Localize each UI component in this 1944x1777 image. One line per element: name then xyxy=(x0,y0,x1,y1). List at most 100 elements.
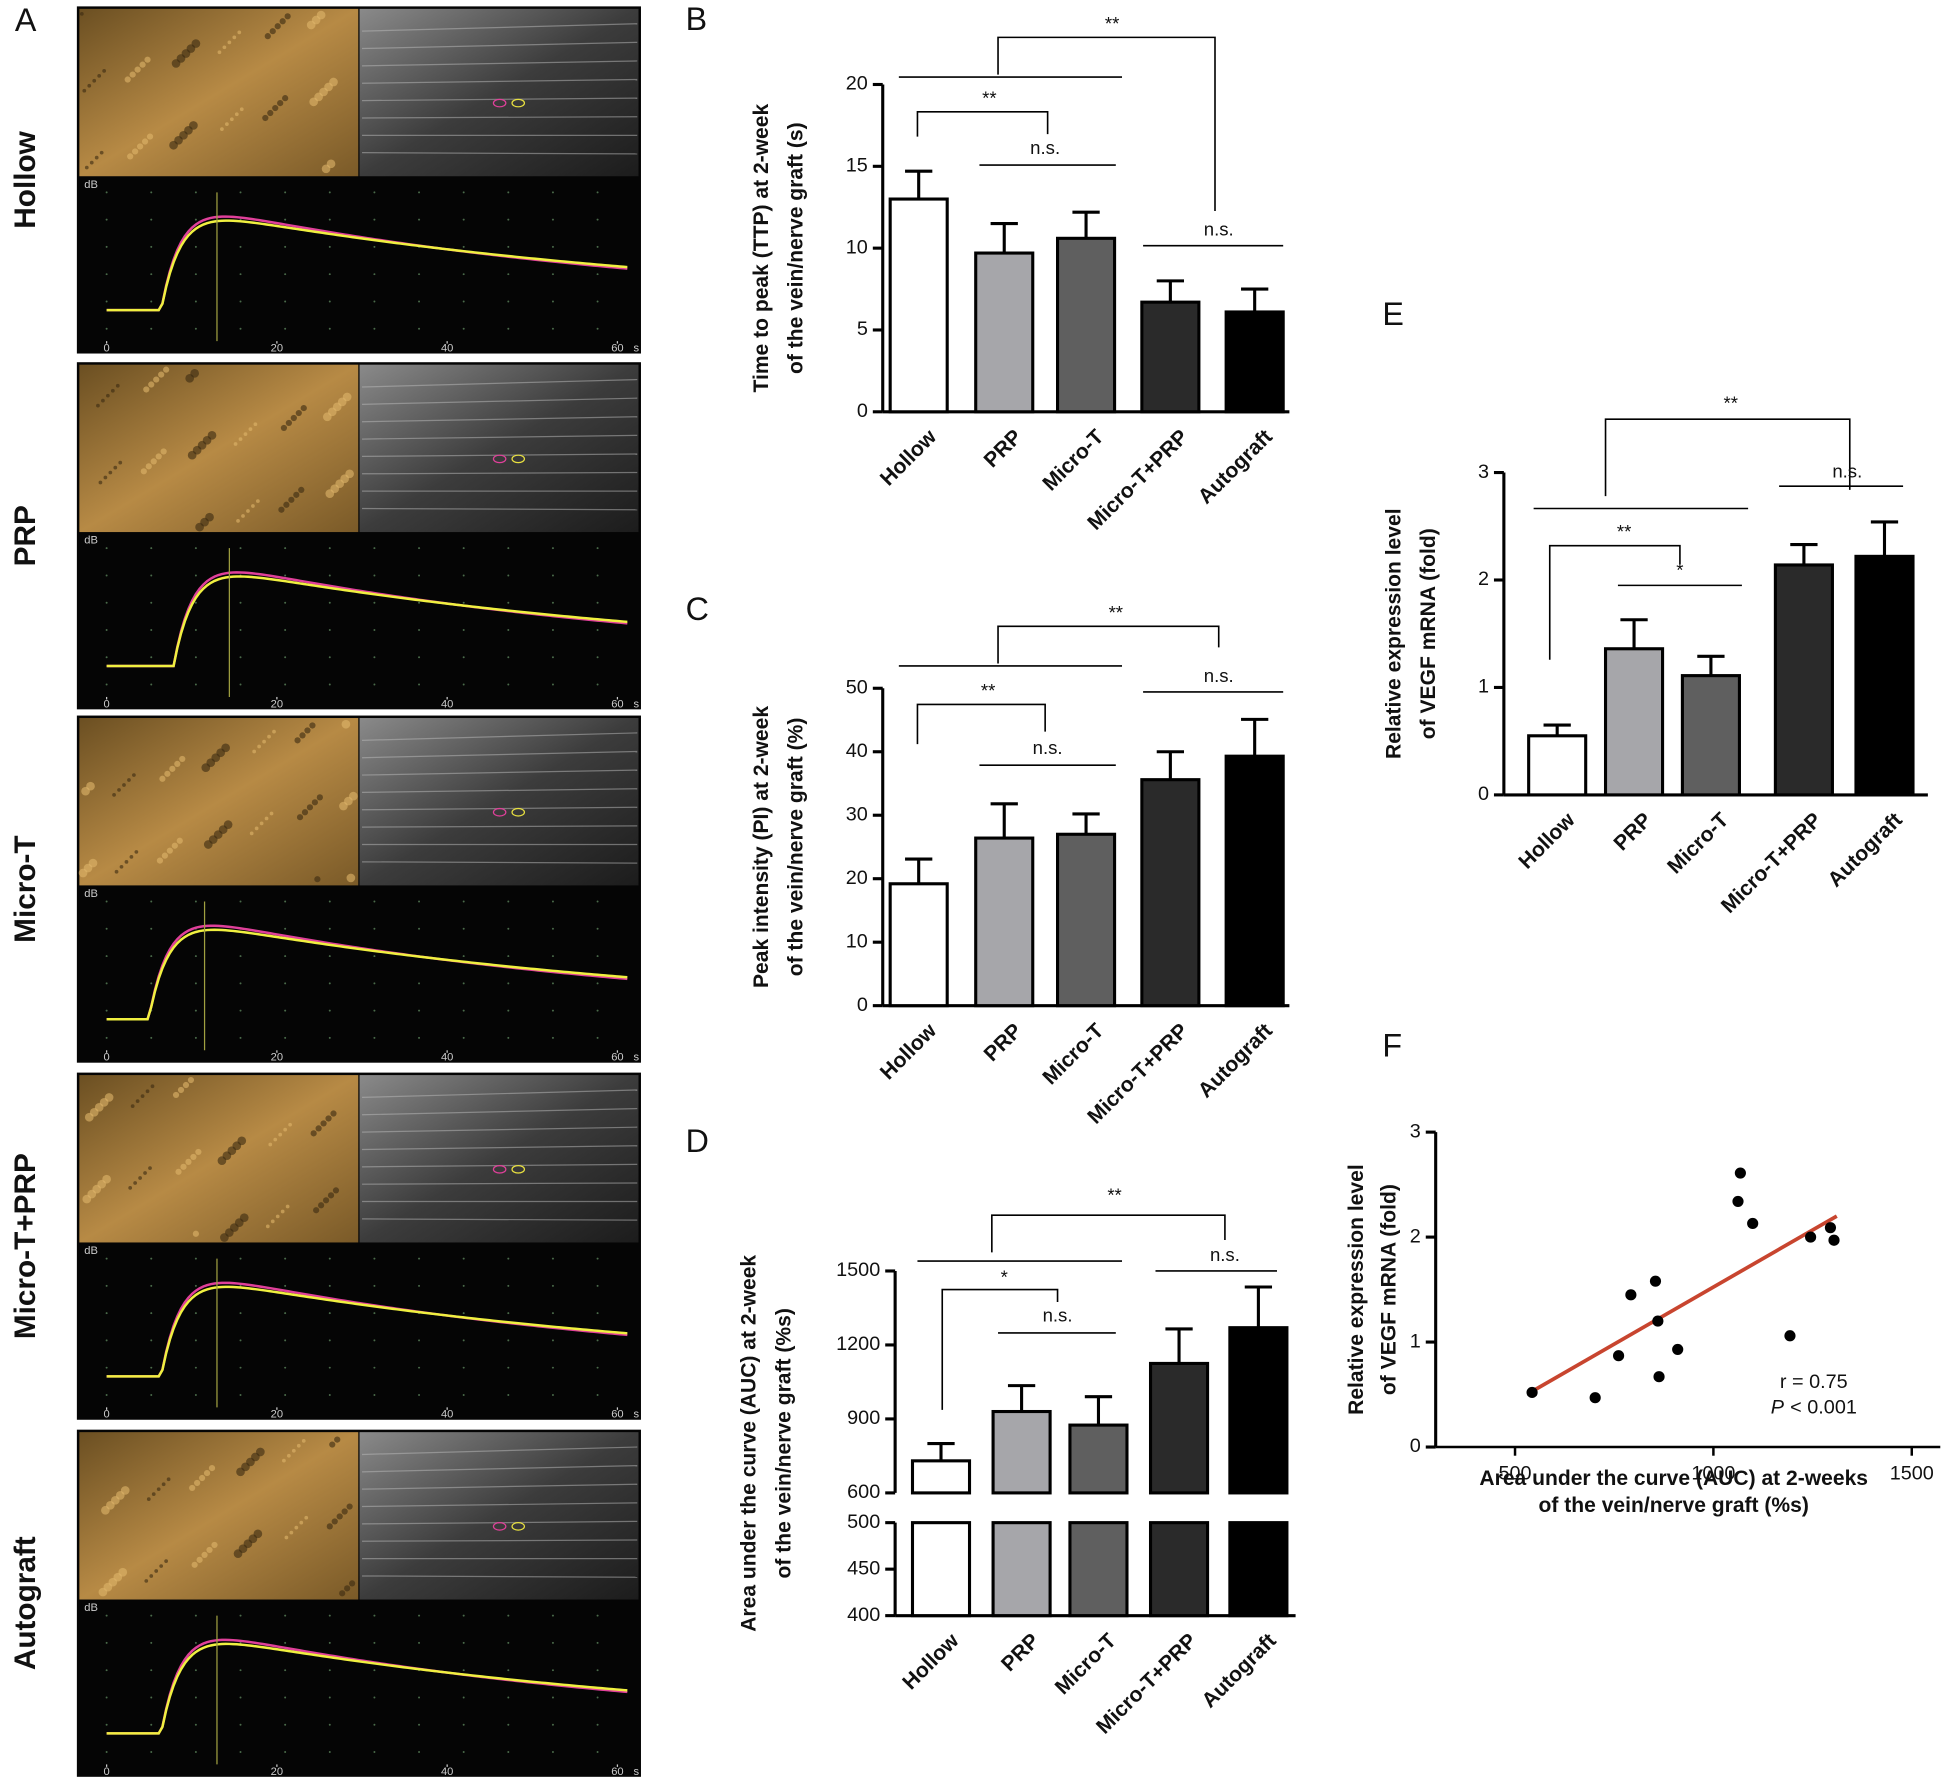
speckle xyxy=(223,820,233,829)
speckle xyxy=(269,811,274,816)
grid-dot xyxy=(596,1696,599,1699)
p-value: < 0.001 xyxy=(1790,1397,1857,1419)
grid-dot xyxy=(507,601,510,604)
grid-dot xyxy=(105,1257,108,1260)
x-tick-label: Hollow xyxy=(876,1019,942,1085)
speckle xyxy=(285,1204,290,1209)
x-tick-label: Micro-T xyxy=(1051,1629,1121,1699)
grid-dot xyxy=(194,982,197,985)
grid-dot xyxy=(596,574,599,577)
speckle xyxy=(110,388,115,393)
speckle xyxy=(296,1443,301,1448)
speckle xyxy=(189,121,198,130)
tissue-line xyxy=(362,1539,638,1542)
speckle xyxy=(290,414,297,422)
speckle xyxy=(103,475,108,480)
grid-dot xyxy=(194,1669,197,1672)
grid-dot xyxy=(418,273,421,276)
grid-dot xyxy=(105,547,108,550)
speckle xyxy=(82,88,87,93)
speckle xyxy=(237,1136,247,1146)
error-bar xyxy=(1697,654,1725,676)
grid-dot xyxy=(551,1751,554,1754)
speckle xyxy=(299,732,306,739)
grid-dot xyxy=(150,1696,153,1699)
speckle xyxy=(88,858,98,868)
grid-dot xyxy=(239,1723,242,1726)
speckle xyxy=(149,1574,154,1578)
grid-dot xyxy=(284,1723,287,1726)
y-axis-label: of the vein/nerve graft (%) xyxy=(785,718,808,977)
grid-dot xyxy=(284,1614,287,1617)
grid-dot xyxy=(551,1723,554,1726)
speckle xyxy=(329,77,338,87)
tissue-line xyxy=(362,471,638,475)
grid-dot xyxy=(105,327,108,330)
bar xyxy=(1680,674,1741,797)
tissue-line xyxy=(362,769,638,776)
speckle xyxy=(86,781,95,791)
grid-dot xyxy=(373,601,376,604)
time-unit: s xyxy=(634,1766,640,1777)
grid-dot xyxy=(596,656,599,659)
speckle xyxy=(284,13,291,20)
significance-bracket xyxy=(997,36,1216,211)
grid-dot xyxy=(105,927,108,930)
speckle xyxy=(344,1585,351,1592)
x-axis-label: of the vein/nerve graft (%s) xyxy=(1539,1494,1809,1517)
grid-dot xyxy=(328,683,331,686)
speckle xyxy=(232,35,237,40)
grid-dot xyxy=(150,1312,153,1315)
grid-dot xyxy=(551,1312,554,1315)
speckle xyxy=(256,499,260,503)
speckle xyxy=(267,109,274,117)
speckle xyxy=(320,1120,327,1127)
speckle xyxy=(279,18,286,25)
grid-dot xyxy=(194,1393,197,1396)
grid-dot xyxy=(462,245,465,248)
speckle xyxy=(349,1580,356,1587)
p-symbol: P xyxy=(1771,1397,1785,1419)
p-label: P < 0.001 xyxy=(1771,1397,1857,1419)
y-tick-label: 0 xyxy=(857,400,868,422)
error-bar xyxy=(1156,750,1185,780)
significance-label: n.s. xyxy=(1832,460,1862,481)
grid-dot xyxy=(551,656,554,659)
bar xyxy=(1773,563,1834,797)
speckle xyxy=(259,821,264,826)
speckle xyxy=(140,468,147,475)
grid-dot xyxy=(328,1614,331,1617)
speckle xyxy=(192,1230,199,1237)
grid-dot xyxy=(105,245,108,248)
speckle xyxy=(238,437,243,441)
grid-dot xyxy=(462,1036,465,1039)
time-tick-label: 0 xyxy=(104,698,110,710)
speckle xyxy=(256,1447,265,1457)
panel-letter: D xyxy=(686,1123,709,1159)
significance-label: n.s. xyxy=(1204,665,1234,686)
significance-label: ** xyxy=(1105,13,1119,34)
y-tick-label: 0 xyxy=(1410,1435,1421,1457)
tissue-line xyxy=(362,1446,638,1456)
bar xyxy=(974,836,1035,1008)
grid-dot xyxy=(551,1339,554,1342)
x-tick-label: Micro-T xyxy=(1663,808,1733,878)
grid-dot xyxy=(507,683,510,686)
speckle xyxy=(175,1168,182,1175)
grid-dot xyxy=(373,629,376,631)
speckle xyxy=(275,1214,280,1219)
grid-dot xyxy=(150,1257,153,1260)
speckle xyxy=(163,366,170,373)
grid-dot xyxy=(239,1393,242,1396)
speckle xyxy=(102,68,107,73)
x-tick-label: Micro-T xyxy=(1038,1019,1108,1089)
grid-dot xyxy=(150,327,153,330)
grid-dot xyxy=(596,1393,599,1396)
speckle xyxy=(336,1513,343,1520)
speckle xyxy=(318,1202,325,1209)
grid-dot xyxy=(239,601,242,604)
speckle xyxy=(112,793,116,797)
grid-dot xyxy=(284,1696,287,1699)
grid-dot xyxy=(596,1751,599,1754)
speckle xyxy=(156,1487,161,1492)
